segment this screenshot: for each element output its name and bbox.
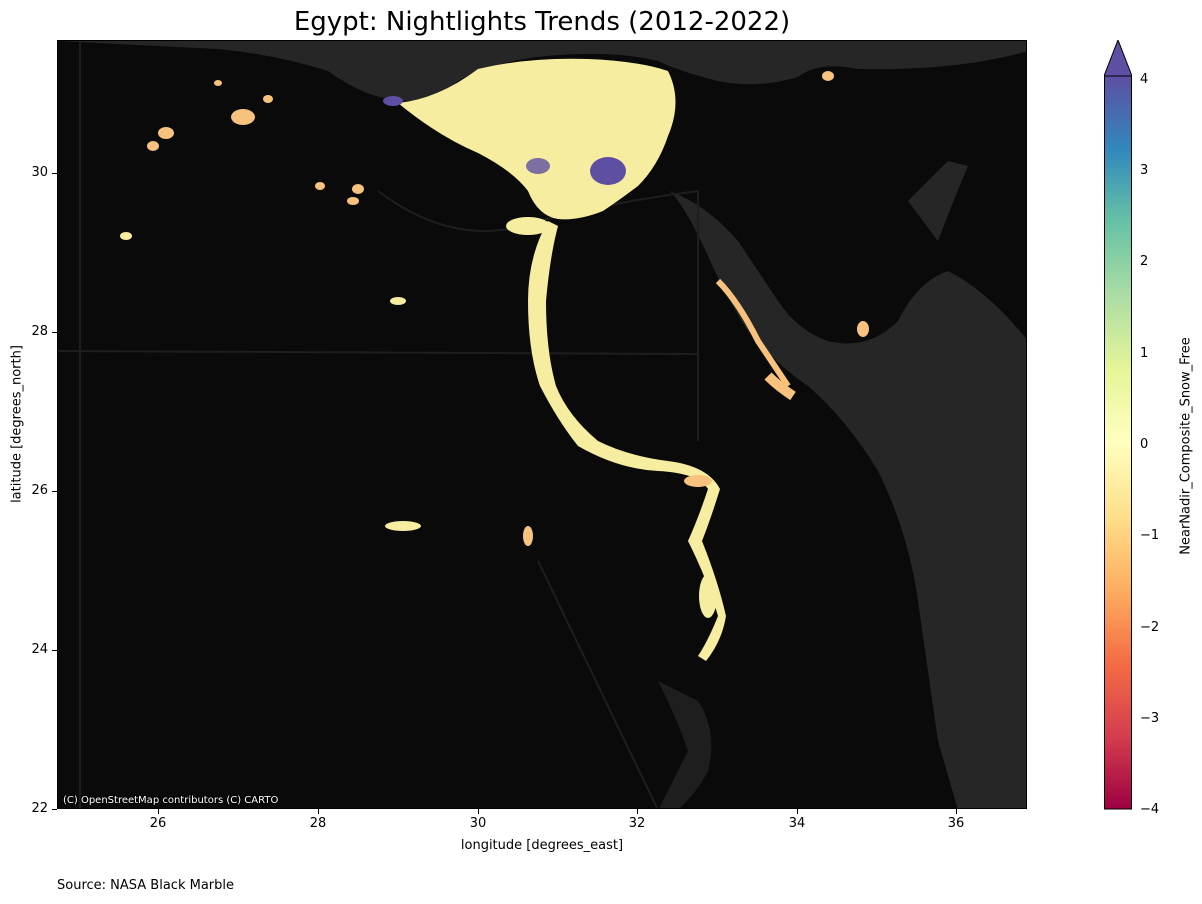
- colorbar-tick-label: −4: [1140, 802, 1160, 817]
- y-tickmark: [52, 173, 57, 174]
- colorbar-extend-arrow: [1104, 40, 1132, 77]
- x-tick-label: 28: [309, 816, 327, 831]
- y-axis-label: latitude [degrees_north]: [9, 345, 25, 503]
- x-axis-label: longitude [degrees_east]: [460, 838, 624, 853]
- luxor-lights: [684, 475, 712, 487]
- nile-valley-lights: [528, 221, 726, 661]
- desert-oasis-lights: [120, 232, 421, 531]
- source-note: Source: NASA Black Marble: [57, 878, 234, 893]
- red-sea: [670, 191, 1026, 808]
- y-tickmark: [52, 650, 57, 651]
- y-tick-label: 22: [31, 801, 48, 816]
- x-tick-label: 30: [469, 816, 487, 831]
- hurghada-lights: [764, 372, 796, 401]
- cairo-lights: [590, 157, 626, 185]
- fayoum-lights: [506, 217, 550, 235]
- colorbar-tick-label: 4: [1140, 72, 1149, 87]
- lake-nasser: [658, 681, 712, 808]
- colorbar-tick-label: 3: [1140, 163, 1149, 178]
- nightlights-map: [58, 41, 1026, 808]
- delta-bright-spot: [526, 158, 550, 174]
- mediterranean-sea: [58, 41, 1026, 101]
- colorbar-tick-label: −2: [1140, 620, 1160, 635]
- x-tickmark: [158, 809, 159, 814]
- y-tick-label: 24: [31, 642, 48, 657]
- gulf-of-aqaba: [908, 161, 968, 241]
- y-tickmark: [52, 491, 57, 492]
- y-tick-label: 26: [31, 483, 48, 498]
- x-tickmark: [637, 809, 638, 814]
- alexandria-lights: [383, 96, 403, 106]
- colorbar: [1104, 40, 1132, 810]
- colorbar-tick-label: 0: [1140, 437, 1149, 452]
- x-tick-label: 36: [947, 816, 965, 831]
- x-tick-label: 26: [149, 816, 167, 831]
- map-attribution: (C) OpenStreetMap contributors (C) CARTO: [63, 795, 279, 806]
- scattered-lights: [147, 71, 869, 546]
- colorbar-tick-label: −3: [1140, 711, 1160, 726]
- colorbar-tick-label: 2: [1140, 254, 1149, 269]
- aswan-lights: [699, 574, 717, 618]
- x-tick-label: 34: [788, 816, 806, 831]
- y-tick-label: 28: [31, 324, 48, 339]
- colorbar-tick-label: 1: [1140, 346, 1149, 361]
- x-tick-label: 32: [628, 816, 646, 831]
- y-tickmark: [52, 809, 57, 810]
- map-panel: (C) OpenStreetMap contributors (C) CARTO: [57, 40, 1027, 809]
- x-tickmark: [478, 809, 479, 814]
- x-tickmark: [956, 809, 957, 814]
- y-tickmark: [52, 332, 57, 333]
- y-tick-label: 30: [31, 165, 48, 180]
- colorbar-tick-label: −1: [1140, 528, 1160, 543]
- colorbar-label: NearNadir_Composite_Snow_Free: [1178, 337, 1194, 555]
- x-tickmark: [797, 809, 798, 814]
- colorbar-gradient: [1104, 75, 1132, 810]
- suez-coast-lights: [715, 278, 791, 388]
- x-tickmark: [318, 809, 319, 814]
- map-title: Egypt: Nightlights Trends (2012-2022): [293, 7, 791, 37]
